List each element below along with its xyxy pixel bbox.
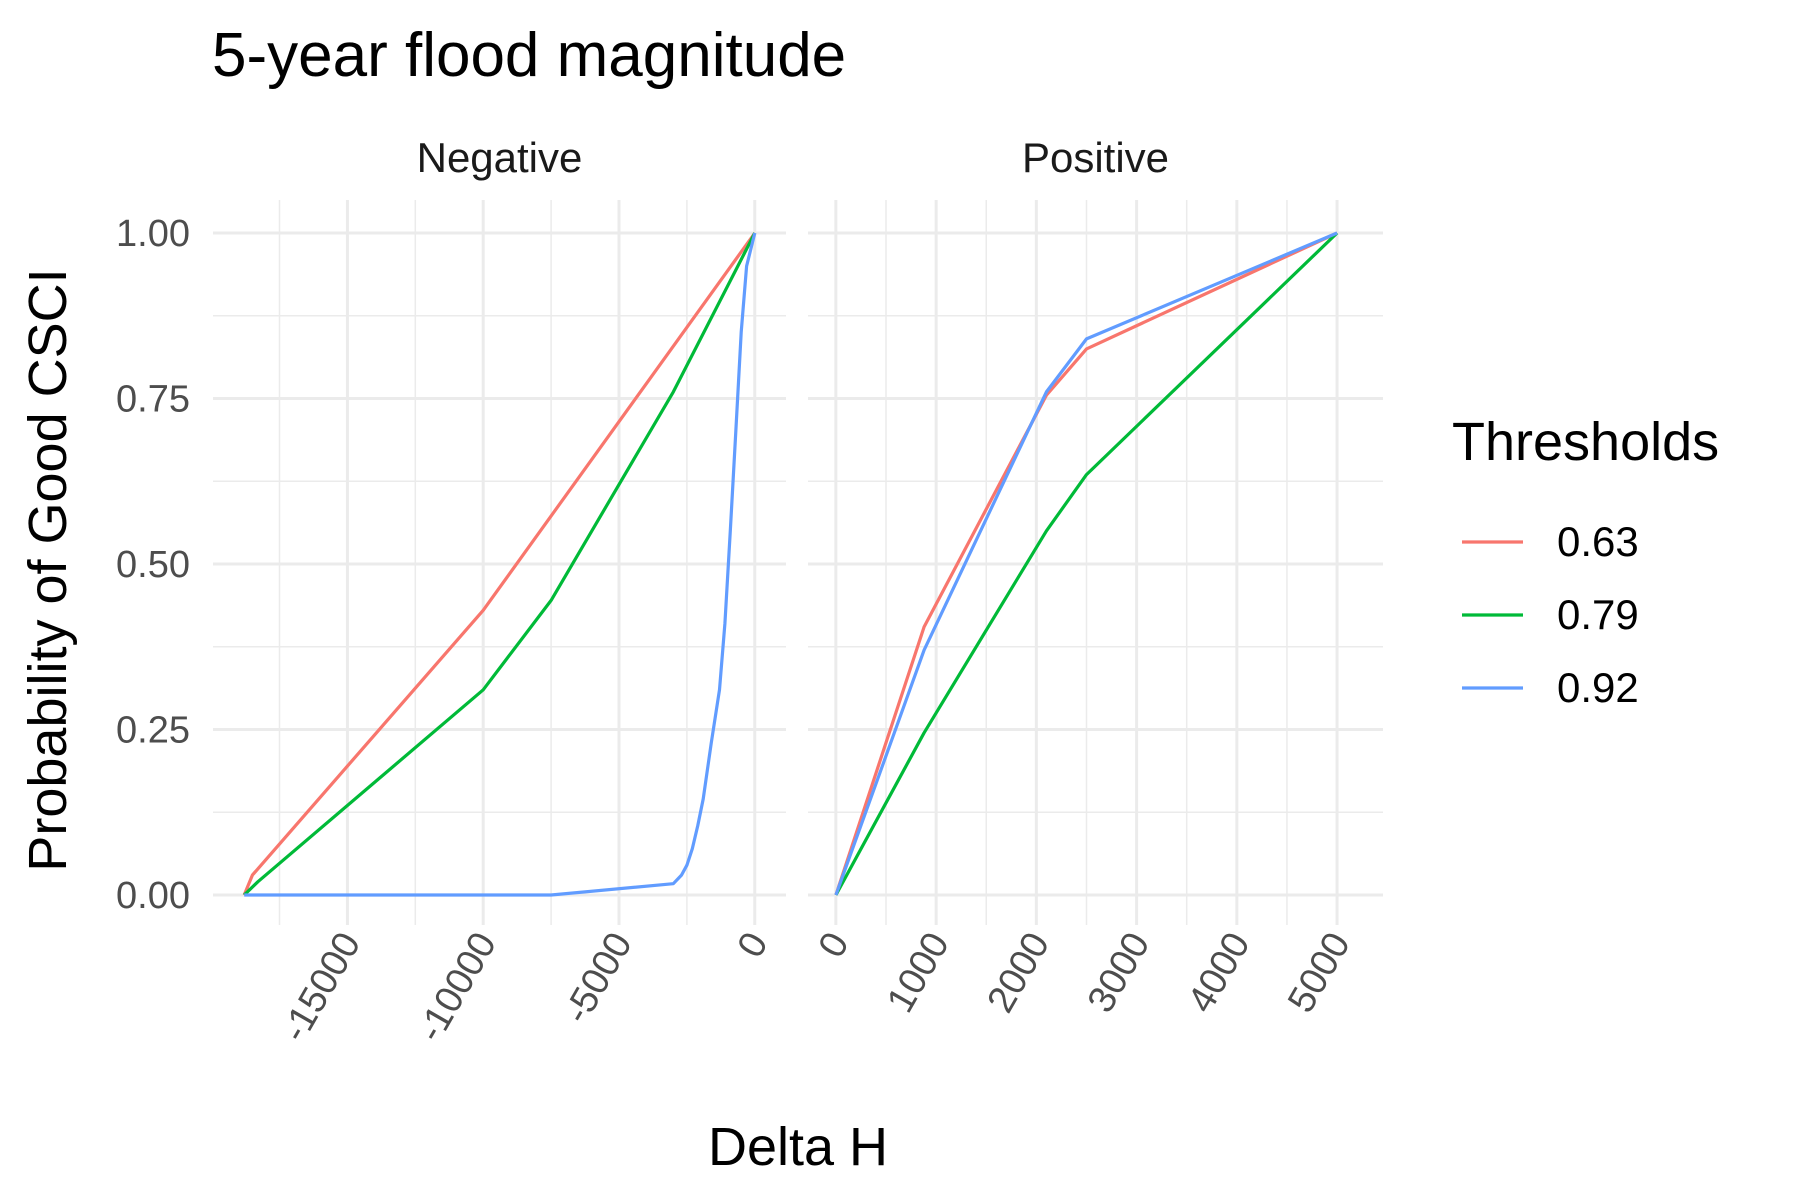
panel-positive: Positive 0 1000 2000 3000 4000 5000 [808, 134, 1383, 1020]
legend: Thresholds 0.63 0.79 0.92 [1452, 412, 1719, 711]
legend-label-0.79: 0.79 [1557, 591, 1639, 638]
legend-title: Thresholds [1452, 412, 1719, 472]
x-tick-label: -15000 [274, 926, 370, 1049]
series-line-0.79 [834, 231, 1339, 896]
panel-strip-label: Positive [1022, 134, 1169, 181]
y-tick-label: 0.25 [116, 710, 190, 752]
y-tick-label: 0.00 [116, 875, 190, 917]
y-tick-label: 0.75 [116, 379, 190, 421]
y-tick-label: 1.00 [116, 213, 190, 255]
legend-label-0.92: 0.92 [1557, 664, 1639, 711]
series-line-0.92 [834, 231, 1338, 896]
chart-title: 5-year flood magnitude [212, 21, 846, 90]
x-tick-label: -5000 [556, 926, 641, 1031]
x-tick-label: 0 [811, 926, 858, 965]
panel-strip-label: Negative [417, 134, 583, 181]
y-tick-label: 0.50 [116, 544, 190, 586]
series-line-0.63 [242, 232, 757, 896]
y-axis-title: Probability of Good CSCI [18, 268, 78, 871]
x-tick-label: 3000 [1080, 926, 1159, 1020]
x-tick-label: 1000 [879, 926, 958, 1020]
x-tick-label: 4000 [1180, 926, 1259, 1020]
series-line-0.92 [244, 232, 757, 897]
x-tick-label: 2000 [980, 926, 1059, 1020]
x-tick-label: 5000 [1280, 926, 1359, 1020]
x-tick-label: 0 [730, 926, 777, 965]
panel-negative: Negative -15000 -10000 -5000 0 0.00 0.25 0.50 0.… [116, 134, 786, 1049]
series-line-0.79 [243, 232, 757, 897]
panels: Negative -15000 -10000 -5000 0 0.00 0.25 0.50 0.… [116, 134, 1383, 1049]
legend-label-0.63: 0.63 [1557, 518, 1639, 565]
x-axis-title: Delta H [708, 1117, 888, 1177]
x-tick-label: -10000 [409, 926, 505, 1049]
